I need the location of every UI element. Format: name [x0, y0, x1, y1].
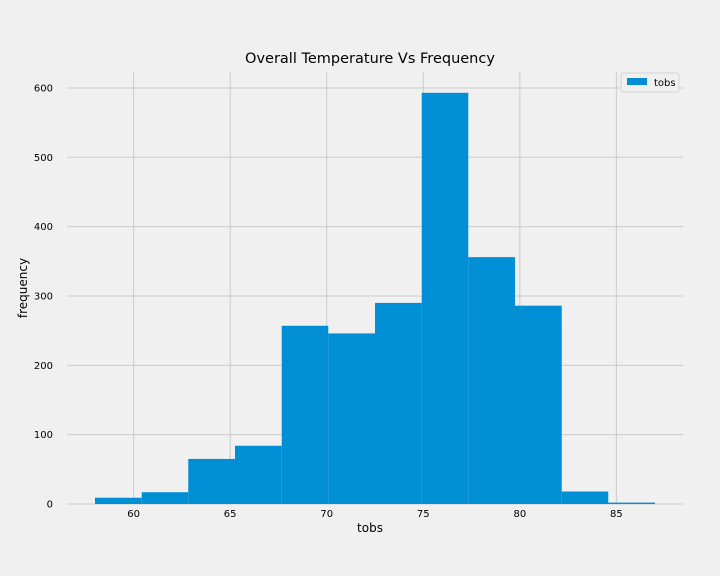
histogram-bar	[281, 325, 329, 504]
x-axis-label: tobs	[357, 521, 383, 535]
histogram-bar	[95, 497, 142, 504]
histogram-bar	[468, 257, 515, 504]
legend-swatch	[627, 78, 647, 85]
histogram-bar	[561, 491, 609, 504]
y-tick-label: 0	[47, 500, 53, 511]
histogram-bar	[375, 302, 422, 504]
x-tick-label: 80	[513, 509, 526, 520]
y-tick-label: 400	[34, 222, 53, 233]
histogram-bar	[515, 305, 562, 504]
y-axis-label: frequency	[16, 258, 30, 318]
histogram-bar	[141, 492, 189, 504]
x-tick-label: 65	[224, 509, 237, 520]
grid-lines	[67, 72, 683, 505]
histogram-bar	[421, 92, 469, 505]
legend-entry-tobs: tobs	[654, 78, 676, 89]
histogram-bar	[608, 502, 655, 504]
x-tick-label: 60	[127, 509, 140, 520]
y-tick-label: 100	[34, 430, 53, 441]
x-tick-label: 85	[610, 509, 623, 520]
y-tick-label: 600	[34, 83, 53, 94]
y-tick-label: 500	[34, 153, 53, 164]
x-tick-label: 75	[417, 509, 430, 520]
histogram-bar	[235, 445, 282, 504]
y-tick-label: 200	[34, 361, 53, 372]
tick-labels: 60 65 70 75 80 85 0 100 200 300 400 500 600	[34, 83, 623, 520]
chart-title: Overall Temperature Vs Frequency	[245, 51, 495, 67]
y-tick-label: 300	[34, 291, 53, 302]
histogram-bar	[328, 333, 375, 504]
histogram-bar	[188, 458, 235, 504]
legend: tobs	[620, 72, 680, 93]
legend-box	[620, 72, 680, 93]
x-tick-label: 70	[320, 509, 333, 520]
histogram-bars	[95, 92, 655, 505]
